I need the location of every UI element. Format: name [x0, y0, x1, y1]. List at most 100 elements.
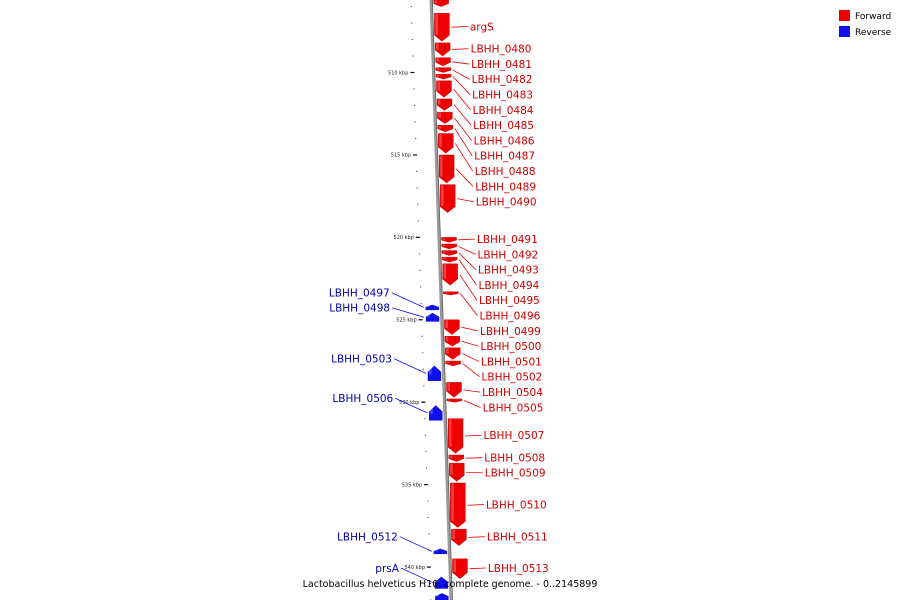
gene-label[interactable]: LBHH_0485 — [473, 120, 534, 132]
gene-label[interactable]: LBHH_0505 — [483, 402, 544, 414]
gene-arrow[interactable] — [448, 454, 464, 462]
gene-label[interactable]: LBHH_0488 — [475, 166, 536, 178]
gene-arrow[interactable] — [434, 42, 451, 57]
gene-arrow[interactable] — [444, 336, 461, 347]
gene-label[interactable]: LBHH_0509 — [485, 468, 546, 480]
gene-label[interactable]: LBHH_0489 — [475, 181, 536, 193]
gene-shade — [442, 251, 446, 253]
gene-label[interactable]: LBHH_0491 — [477, 234, 538, 246]
gene-arrow[interactable] — [436, 98, 453, 111]
gene-label[interactable]: LBHH_0511 — [487, 531, 548, 543]
gene-shade — [436, 68, 440, 70]
gene-shade — [443, 257, 446, 260]
gene-label[interactable]: LBHH_0495 — [479, 295, 540, 307]
gene-label[interactable]: LBHH_0502 — [482, 372, 543, 384]
gene-label[interactable]: LBHH_0484 — [473, 105, 534, 117]
gene-arrow[interactable] — [449, 462, 465, 482]
gene-label[interactable]: LBHH_0507 — [484, 430, 545, 442]
gene-arrow[interactable] — [443, 291, 459, 296]
gene-arrow[interactable] — [436, 80, 452, 98]
gene-shade — [445, 336, 449, 342]
gene-labels: argS LBHH_0480 LBHH_0481 LBHH_0482 LBHH_0483… — [329, 21, 549, 574]
gene-arrow[interactable] — [437, 125, 453, 133]
gene-arrow[interactable] — [452, 558, 468, 579]
gene-shade — [430, 405, 433, 414]
gene-arrow[interactable] — [438, 154, 455, 184]
gene-label[interactable]: LBHH_0493 — [478, 265, 539, 277]
leader-line — [454, 117, 473, 141]
gene-label[interactable]: LBHH_0499 — [480, 326, 541, 338]
gene-label[interactable]: LBHH_0506 — [332, 393, 393, 405]
leader-line — [452, 61, 470, 65]
gene-label[interactable]: LBHH_0512 — [337, 531, 398, 543]
gene-arrow[interactable] — [446, 382, 462, 398]
leader-line — [453, 88, 471, 111]
gene-label[interactable]: LBHH_0483 — [472, 89, 533, 101]
gene-arrow[interactable] — [441, 243, 457, 250]
tick-label: 530 kbp — [399, 400, 419, 406]
gene-label[interactable]: LBHH_0498 — [329, 303, 390, 315]
gene-arrow[interactable] — [435, 57, 451, 67]
gene-arrow[interactable] — [441, 250, 458, 256]
gene-arrow[interactable] — [435, 593, 449, 600]
gene-label[interactable]: LBHH_0513 — [488, 563, 549, 575]
leader-line — [453, 104, 472, 126]
gene-arrow[interactable] — [438, 133, 454, 154]
gene-label[interactable]: LBHH_0504 — [482, 387, 543, 399]
gene-label[interactable]: LBHH_0496 — [480, 310, 541, 322]
gene-arrow[interactable] — [450, 482, 466, 528]
gene-shade — [437, 74, 440, 77]
leader-line — [463, 389, 481, 393]
gene-arrow[interactable] — [437, 111, 453, 124]
gene-shade — [453, 559, 456, 573]
gene-label[interactable]: LBHH_0480 — [471, 44, 532, 56]
gene-arrow[interactable] — [439, 184, 456, 213]
leader-line — [400, 567, 434, 584]
gene-arrow[interactable] — [433, 548, 448, 555]
leader-line — [458, 252, 477, 271]
gene-arrow[interactable] — [435, 73, 452, 80]
gene-label[interactable]: LBHH_0482 — [472, 74, 533, 86]
leader-lines — [391, 26, 486, 584]
gene-arrow[interactable] — [425, 312, 440, 322]
gene-arrow[interactable] — [434, 12, 450, 42]
gene-label[interactable]: LBHH_0494 — [479, 280, 540, 292]
gene-label[interactable]: LBHH_0510 — [486, 499, 547, 511]
gene-shade — [435, 577, 439, 583]
gene-label[interactable]: LBHH_0508 — [484, 452, 545, 464]
gene-arrow[interactable] — [446, 398, 463, 403]
gene-arrow[interactable] — [445, 360, 461, 367]
gene-arrow[interactable] — [451, 528, 467, 546]
gene-shade — [443, 264, 447, 279]
gene-shade — [442, 244, 446, 247]
leader-line — [454, 143, 474, 172]
gene-arrow[interactable] — [441, 237, 457, 243]
gene-label[interactable]: LBHH_0501 — [481, 356, 542, 368]
gene-label[interactable]: LBHH_0497 — [329, 288, 390, 300]
gene-label[interactable]: LBHH_0490 — [476, 197, 537, 209]
gene-arrow[interactable] — [445, 347, 461, 360]
gene-shade — [427, 313, 430, 318]
gene-arrow[interactable] — [425, 304, 439, 311]
gene-label[interactable]: LBHH_0500 — [481, 341, 542, 353]
gene-label[interactable]: LBHH_0481 — [471, 59, 532, 71]
gene-arrow[interactable] — [434, 576, 449, 589]
gene-label[interactable]: LBHH_0503 — [331, 353, 392, 365]
leader-line — [462, 363, 480, 378]
gene-shade — [449, 455, 453, 459]
gene-label[interactable]: LBHH_0486 — [474, 135, 535, 147]
gene-label[interactable]: prsA — [375, 563, 399, 575]
gene-arrow[interactable] — [435, 67, 452, 73]
gene-arrow[interactable] — [442, 263, 458, 286]
gene-label[interactable]: argS — [470, 21, 494, 33]
gene-shade — [426, 305, 430, 308]
gene-arrow[interactable] — [433, 0, 449, 7]
gene-label[interactable]: LBHH_0487 — [474, 151, 535, 163]
gene-arrow[interactable] — [429, 405, 443, 421]
gene-label[interactable]: LBHH_0492 — [477, 249, 538, 261]
gene-arrow[interactable] — [444, 319, 460, 335]
gene-arrow[interactable] — [447, 418, 464, 454]
gene-arrow[interactable] — [441, 256, 458, 263]
leader-line — [452, 76, 471, 95]
gene-arrow[interactable] — [427, 365, 442, 381]
